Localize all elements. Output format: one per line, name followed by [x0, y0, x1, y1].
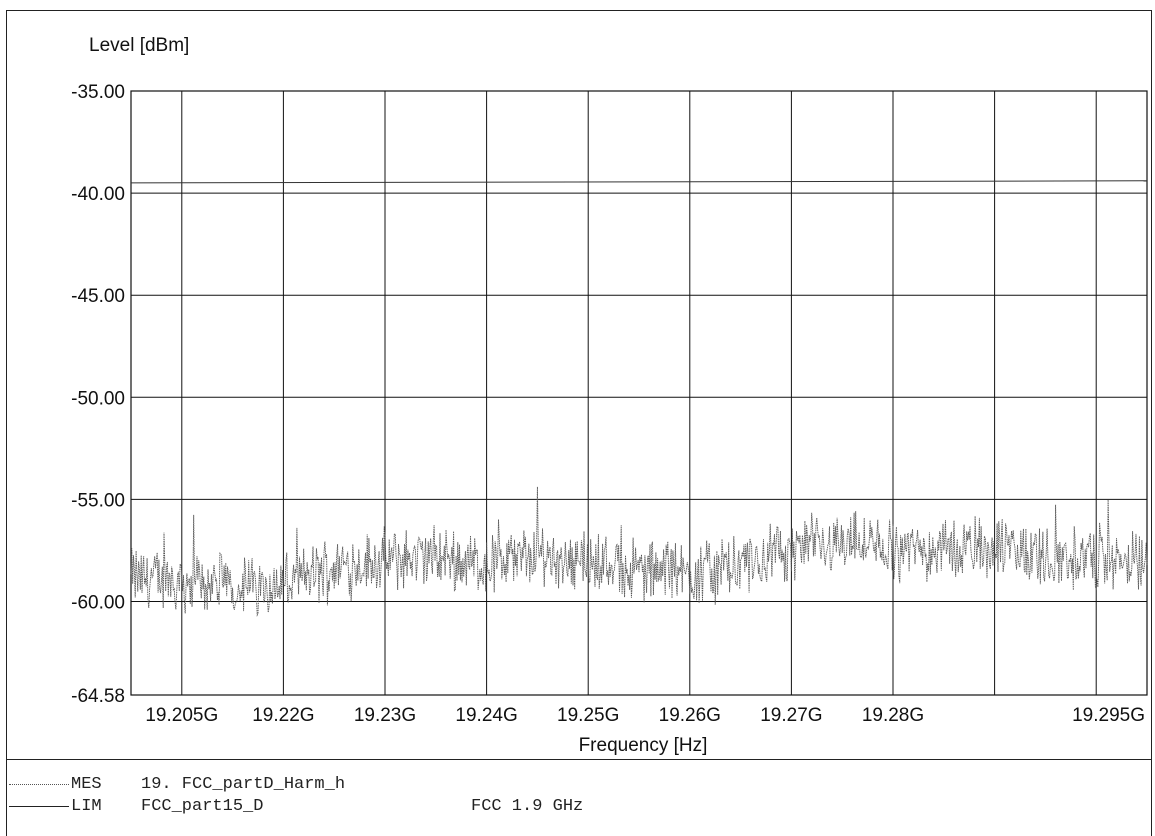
y-tick-labels: -35.00 -40.00 -45.00 -50.00 -55.00 -60.00 -64.…	[71, 82, 125, 707]
y-tick-label: -35.00	[71, 82, 125, 103]
y-tick-label: -55.00	[71, 490, 125, 511]
x-tick-label: 19.27G	[760, 705, 822, 726]
x-tick-label: 19.205G	[145, 705, 218, 726]
legend-name: 19. FCC_partD_Harm_h	[141, 774, 346, 794]
series-layer	[130, 180, 1148, 617]
y-tick-label: -64.58	[71, 686, 125, 707]
plot-border	[130, 90, 1148, 696]
legend-key: MES	[71, 774, 102, 794]
y-tick-label: -45.00	[71, 286, 125, 307]
x-tick-labels: 19.205G 19.22G 19.23G 19.24G 19.25G 19.26G 19.…	[145, 705, 1145, 726]
legend-swatch-lim	[9, 805, 69, 807]
x-tick-label: 19.26G	[659, 705, 721, 726]
grid	[130, 90, 1148, 696]
chart: Level [dBm] Frequency [Hz] -35.00-40.00-…	[71, 35, 1148, 756]
legend: MES 19. FCC_partD_Harm_h LIM FCC_part15_…	[6, 760, 1152, 836]
y-tick-label: -50.00	[71, 388, 125, 409]
legend-note: FCC 1.9 GHz	[471, 796, 584, 816]
series-lim-line	[130, 180, 1148, 184]
x-tick-label: 19.295G	[1072, 705, 1145, 726]
y-tick-label: -60.00	[71, 592, 125, 613]
legend-item-lim: LIM FCC_part15_D FCC 1.9 GHz	[7, 796, 583, 816]
legend-swatch-mes	[9, 783, 69, 785]
legend-name: FCC_part15_D	[141, 796, 264, 816]
y-tick-label: -40.00	[71, 184, 125, 205]
x-tick-label: 19.23G	[354, 705, 416, 726]
x-axis-title: Frequency [Hz]	[579, 735, 708, 756]
x-tick-label: 19.22G	[252, 705, 314, 726]
y-axis-title: Level [dBm]	[89, 35, 189, 56]
x-tick-label: 19.24G	[455, 705, 517, 726]
chart-frame: Level [dBm] Frequency [Hz] -35.00 -40.00-…	[6, 10, 1152, 760]
x-tick-label: 19.25G	[557, 705, 619, 726]
legend-item-mes: MES 19. FCC_partD_Harm_h	[7, 774, 471, 794]
x-tick-label: 19.28G	[862, 705, 924, 726]
series-mes-line	[130, 486, 1148, 617]
legend-key: LIM	[71, 796, 102, 816]
